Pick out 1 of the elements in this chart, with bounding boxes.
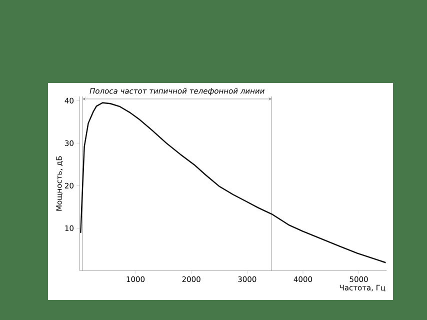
line-series	[80, 102, 386, 264]
